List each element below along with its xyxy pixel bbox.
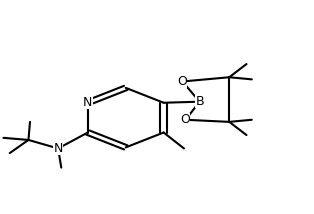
Text: O: O [177, 75, 187, 88]
Text: N: N [53, 142, 63, 155]
Text: B: B [195, 95, 204, 108]
Text: O: O [181, 113, 191, 126]
Text: N: N [83, 96, 93, 109]
